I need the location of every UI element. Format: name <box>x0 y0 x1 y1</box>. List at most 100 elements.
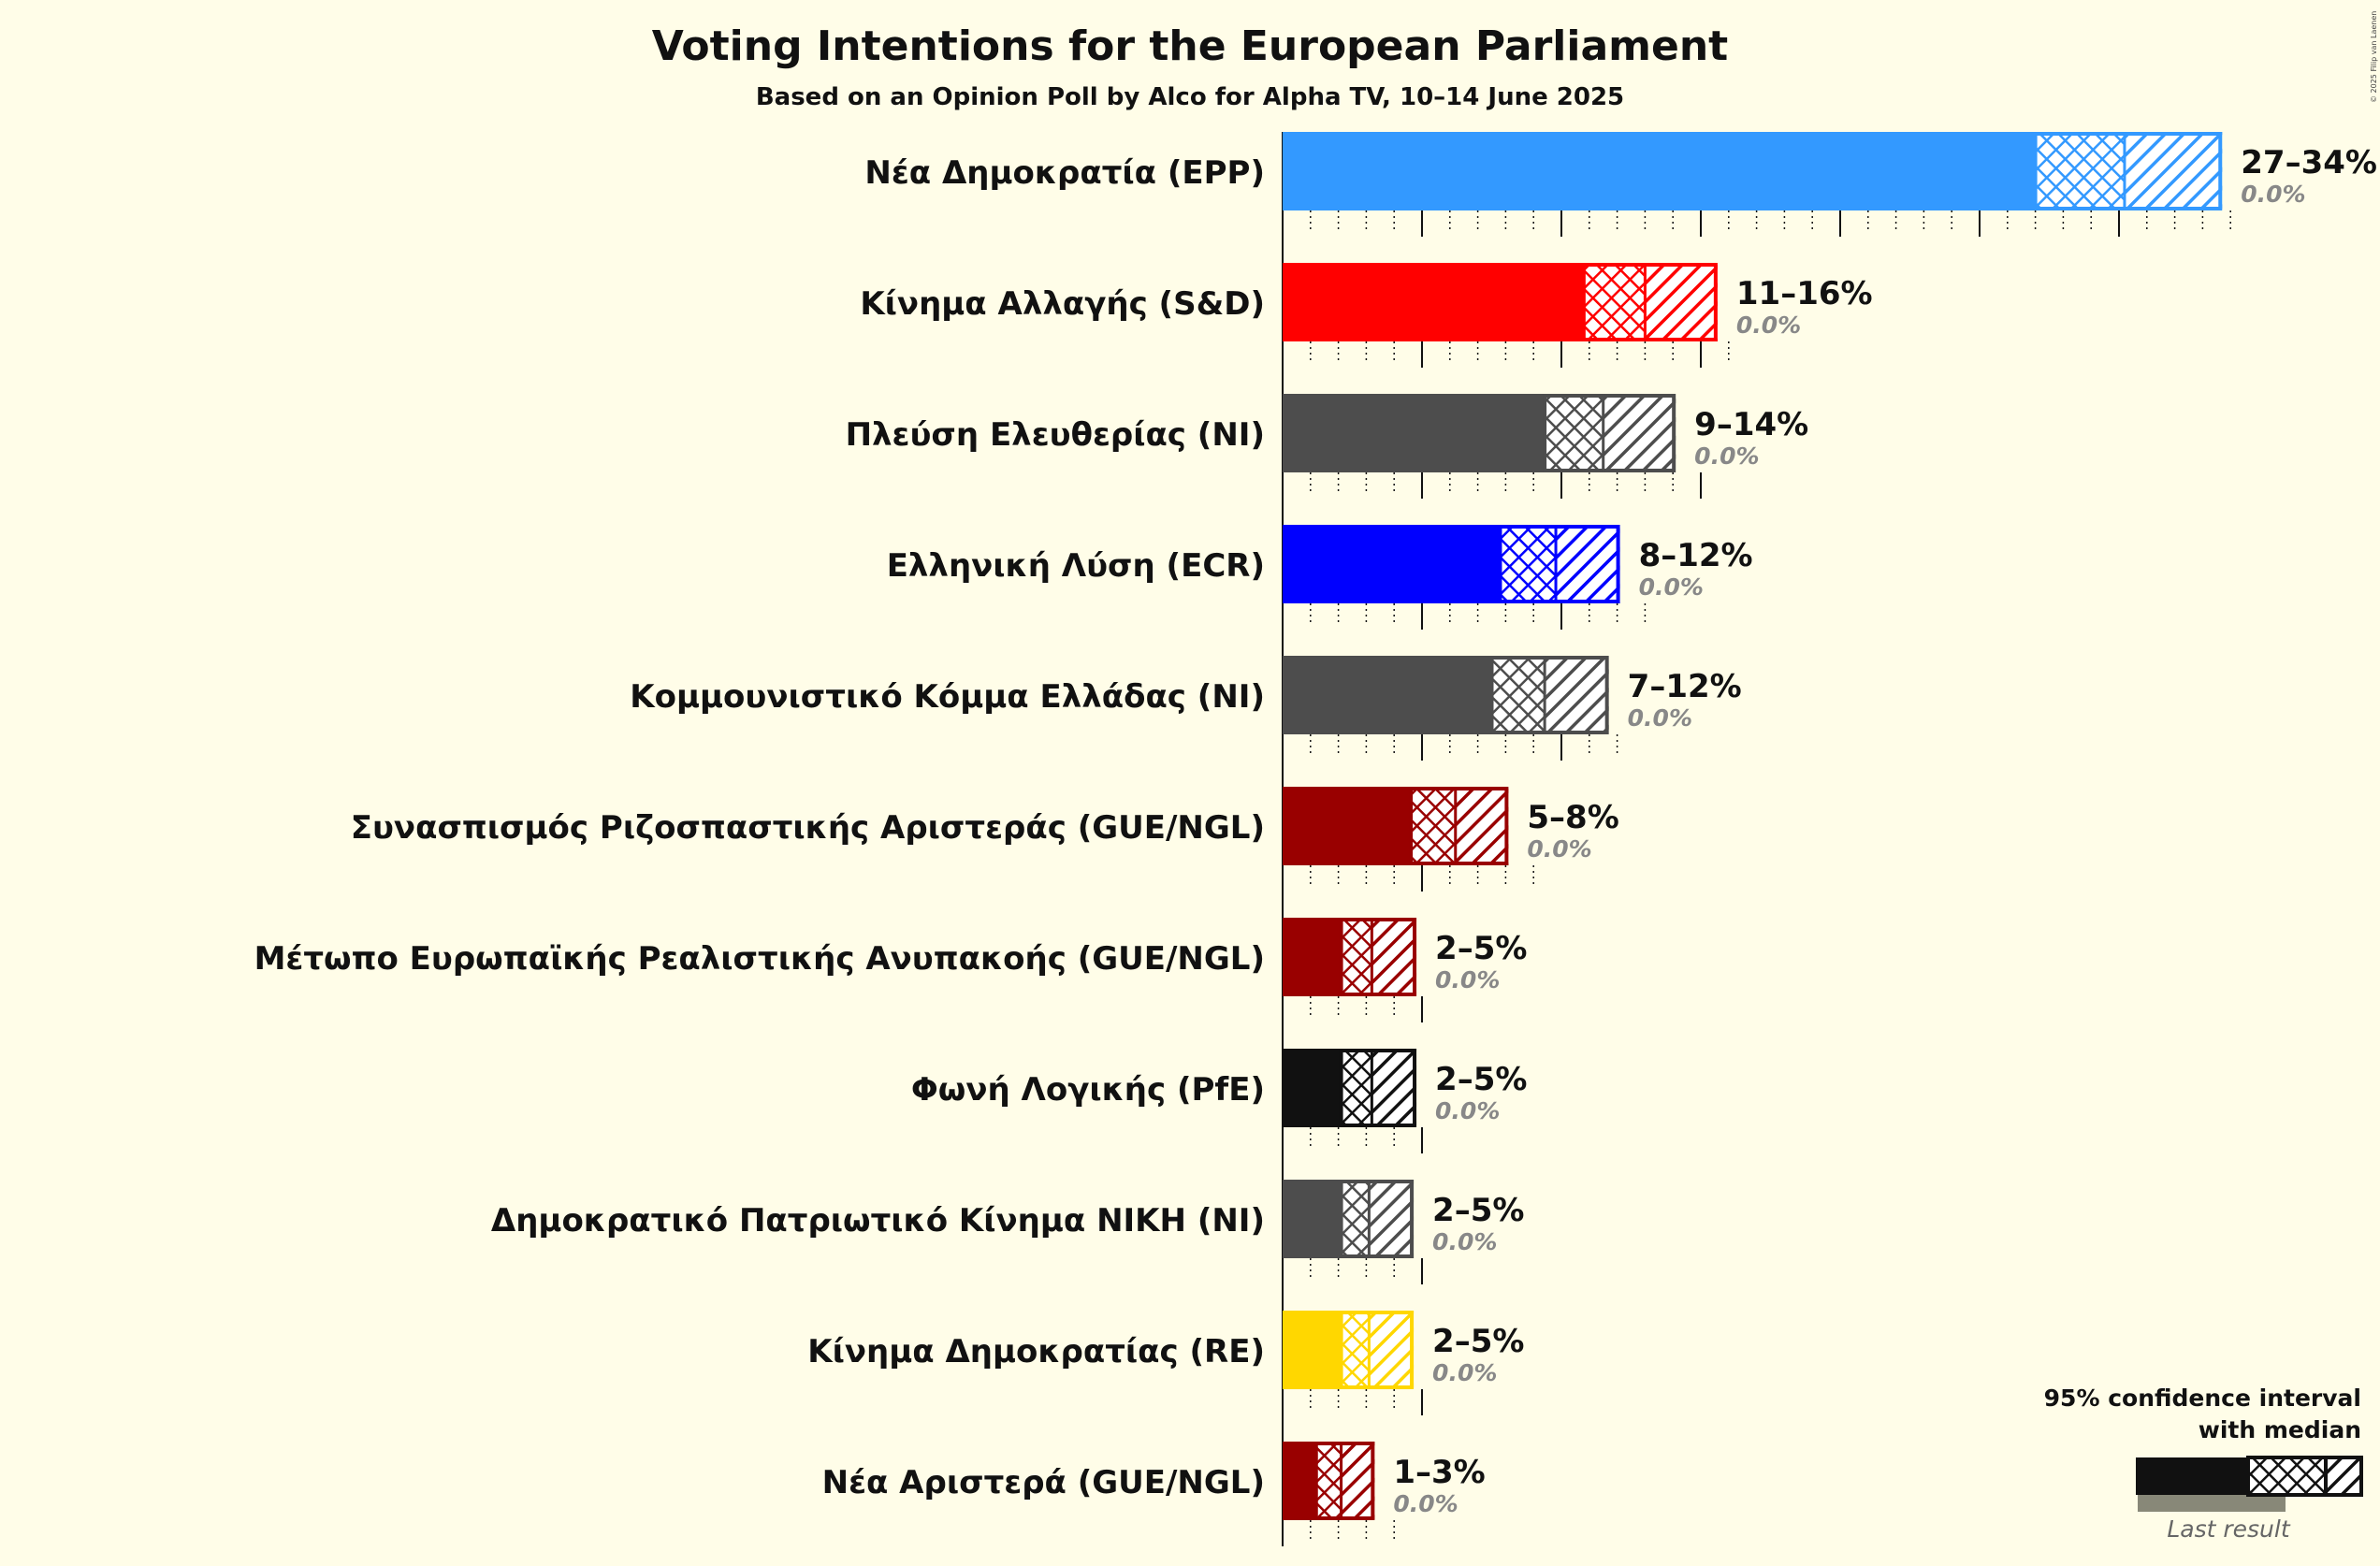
range-label: 2–5% <box>1432 1323 1524 1360</box>
last-result-label: 0.0% <box>1432 1228 1497 1255</box>
bar-solid <box>1283 394 1546 472</box>
bar-ci-outline <box>1543 394 1676 472</box>
bar-solid <box>1283 132 2036 210</box>
last-result-label: 0.0% <box>1432 1359 1497 1386</box>
bar-ci-lower <box>1500 525 1557 603</box>
bar-ci-lower <box>1491 656 1546 734</box>
range-label: 9–14% <box>1694 406 1808 443</box>
last-result-label: 0.0% <box>1393 1490 1458 1517</box>
party-label: Συνασπισμός Ριζοσπαστικής Αριστεράς (GUE… <box>351 809 1265 847</box>
bar-ci-lower <box>2035 132 2125 210</box>
party-label: Πλεύση Ελευθερίας (NI) <box>846 416 1265 454</box>
range-label: 1–3% <box>1393 1454 1485 1491</box>
last-result-label: 0.0% <box>2241 181 2305 208</box>
bar-ci-lower <box>1341 1311 1370 1389</box>
bar-ci-upper <box>1545 656 1609 734</box>
party-label: Δημοκρατικό Πατριωτικό Κίνημα ΝΙΚΗ (NI) <box>491 1202 1265 1240</box>
party-label: Φωνή Λογικής (PfE) <box>911 1071 1265 1109</box>
bar-ci-upper <box>1341 1442 1375 1520</box>
legend: 95% confidence interval with median Last… <box>2044 1385 2363 1543</box>
bar-solid <box>1283 1442 1316 1520</box>
bar-ci-lower <box>1341 918 1372 996</box>
party-row: Κίνημα Αλλαγής (S&D) 11–16%0.0% <box>860 263 1873 341</box>
last-result-label: 0.0% <box>1435 1097 1500 1124</box>
bar-ci-outline <box>2033 132 2223 210</box>
bar-ci-lower <box>1315 1442 1342 1520</box>
bar-ci-upper <box>1371 918 1417 996</box>
bar-ci-upper <box>1556 525 1620 603</box>
last-result-label: 0.0% <box>1527 835 1591 863</box>
bar-ci-outline <box>1339 918 1417 996</box>
party-row: Κομμουνιστικό Κόμμα Ελλάδας (NI) 7–12%0.0… <box>630 656 1742 734</box>
last-result-label: 0.0% <box>1736 312 1801 339</box>
range-label: 2–5% <box>1432 1192 1524 1229</box>
chart-title: Voting Intentions for the European Parli… <box>652 22 1728 70</box>
range-label: 2–5% <box>1435 1061 1527 1098</box>
bar-ci-lower <box>1545 394 1604 472</box>
party-row: Συνασπισμός Ριζοσπαστικής Αριστεράς (GUE… <box>351 787 1619 865</box>
legend-solid-part <box>2136 1457 2248 1495</box>
bar-ci-outline <box>1581 263 1718 341</box>
range-label: 11–16% <box>1736 275 1873 312</box>
bar-ci-outline <box>1489 656 1609 734</box>
bar-solid <box>1283 1180 1342 1258</box>
bar-solid <box>1283 656 1492 734</box>
range-label: 5–8% <box>1527 799 1618 836</box>
party-row: Μέτωπο Ευρωπαϊκής Ρεαλιστικής Ανυπακοής … <box>254 918 1527 996</box>
party-label: Κίνημα Αλλαγής (S&D) <box>860 285 1265 323</box>
party-row: Πλεύση Ελευθερίας (NI) 9–14%0.0% <box>846 394 1808 472</box>
bar-ci-outline <box>1339 1180 1415 1258</box>
legend-last-result-label: Last result <box>2167 1515 2290 1543</box>
last-result-label: 0.0% <box>1628 704 1692 732</box>
bar-ci-upper <box>1369 1311 1415 1389</box>
bar-solid <box>1283 1049 1342 1127</box>
party-row: Ελληνική Λύση (ECR) 8–12%0.0% <box>887 525 1753 603</box>
bar-ci-upper <box>1455 787 1509 865</box>
range-label: 8–12% <box>1639 537 1753 574</box>
range-label: 27–34% <box>2241 144 2377 181</box>
party-row: Νέα Δημοκρατία (EPP) 27–34%0.0% <box>864 132 2377 210</box>
last-result-label: 0.0% <box>1435 966 1500 993</box>
bar-ci-outline <box>1339 1311 1415 1389</box>
bar-ci-outline <box>1498 525 1620 603</box>
legend-ci-hatch <box>2324 1456 2363 1497</box>
bar-ci-upper <box>1645 263 1718 341</box>
party-label: Ελληνική Λύση (ECR) <box>887 547 1265 585</box>
chart-subtitle: Based on an Opinion Poll by Alco for Alp… <box>756 83 1624 111</box>
last-result-label: 0.0% <box>1694 442 1759 470</box>
copyright-notice: © 2025 Filip van Laenen <box>2370 11 2378 103</box>
party-row: Νέα Αριστερά (GUE/NGL) 1–3%0.0% <box>822 1442 1486 1520</box>
bar-solid <box>1283 525 1501 603</box>
bar-solid <box>1283 1311 1342 1389</box>
bar-ci-upper <box>1603 394 1676 472</box>
last-result-label: 0.0% <box>1639 573 1704 601</box>
party-label: Μέτωπο Ευρωπαϊκής Ρεαλιστικής Ανυπακοής … <box>254 940 1265 978</box>
party-label: Κομμουνιστικό Κόμμα Ελλάδας (NI) <box>630 678 1265 716</box>
bar-solid <box>1283 918 1342 996</box>
bar-ci-lower <box>1341 1180 1370 1258</box>
range-label: 7–12% <box>1628 668 1742 705</box>
bar-ci-outline <box>1339 1049 1417 1127</box>
party-row: Κίνημα Δημοκρατίας (RE) 2–5%0.0% <box>807 1311 1524 1389</box>
party-row: Δημοκρατικό Πατριωτικό Κίνημα ΝΙΚΗ (NI) 2… <box>491 1180 1524 1258</box>
legend-title-line2: with median <box>2199 1416 2361 1443</box>
legend-ci-cross <box>2246 1456 2328 1497</box>
party-row: Φωνή Λογικής (PfE) 2–5%0.0% <box>911 1049 1527 1127</box>
bar-ci-outline <box>1409 787 1509 865</box>
party-label: Νέα Δημοκρατία (EPP) <box>864 154 1265 192</box>
bar-solid <box>1283 263 1584 341</box>
bars: Νέα Δημοκρατία (EPP) 27–34%0.0%Κίνημα Αλλ… <box>254 132 2377 1520</box>
bar-ci-upper <box>1369 1180 1415 1258</box>
bar-ci-lower <box>1583 263 1646 341</box>
bar-ci-outline <box>1313 1442 1375 1520</box>
bar-ci-upper <box>1371 1049 1417 1127</box>
party-label: Νέα Αριστερά (GUE/NGL) <box>822 1464 1265 1501</box>
bar-ci-upper <box>2124 132 2223 210</box>
range-label: 2–5% <box>1435 930 1527 967</box>
bar-solid <box>1283 787 1412 865</box>
bar-ci-lower <box>1341 1049 1372 1127</box>
party-label: Κίνημα Δημοκρατίας (RE) <box>807 1333 1265 1370</box>
legend-title-line1: 95% confidence interval <box>2044 1385 2361 1412</box>
bar-ci-lower <box>1411 787 1456 865</box>
